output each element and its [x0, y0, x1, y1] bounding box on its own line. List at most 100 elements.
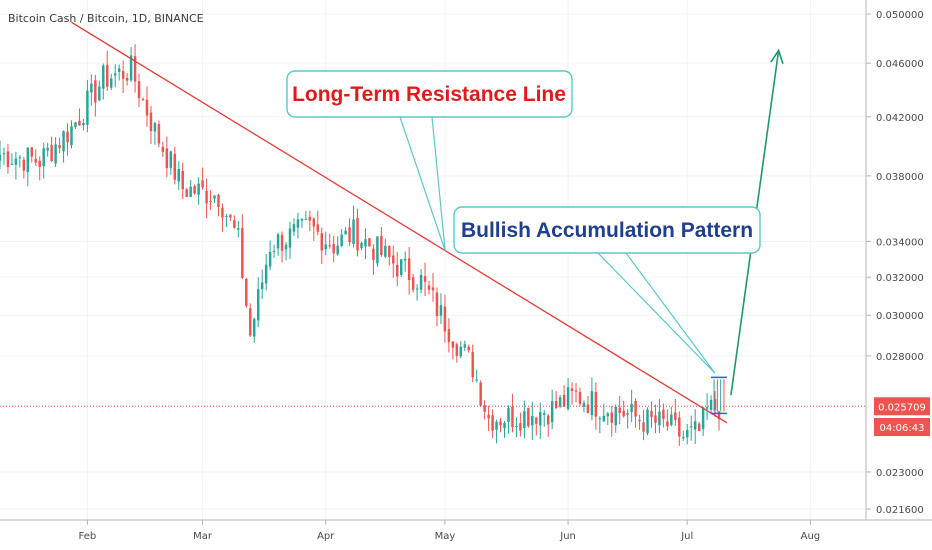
candle — [213, 195, 216, 204]
candle-body — [26, 147, 30, 172]
candle — [646, 407, 649, 436]
candle-body — [459, 346, 463, 357]
candle — [42, 142, 45, 179]
candle-body — [455, 344, 459, 356]
resistance-line[interactable] — [71, 21, 728, 424]
candle — [364, 228, 367, 260]
candle — [558, 394, 562, 409]
candle — [701, 407, 705, 436]
candle — [304, 210, 308, 220]
candle — [22, 156, 26, 179]
candle — [566, 378, 570, 411]
candle — [392, 245, 395, 278]
candle-body — [352, 219, 355, 244]
candle-body — [439, 305, 443, 316]
candle — [249, 303, 252, 338]
candle-body — [133, 56, 137, 82]
candle — [503, 421, 506, 438]
candle-body — [165, 148, 169, 169]
candle-body — [535, 417, 538, 424]
price-axis[interactable]: 0.050000 0.046000 0.042000 0.038000 0.034000… — [865, 0, 930, 520]
candle-body — [542, 413, 546, 415]
candle-body — [622, 410, 625, 417]
candle-body — [523, 411, 526, 428]
candle — [149, 105, 153, 144]
candle-body — [415, 288, 419, 290]
candle-body — [177, 168, 180, 182]
candle — [658, 399, 661, 433]
candle — [82, 118, 85, 131]
candle-body — [109, 78, 113, 88]
candle-body — [221, 207, 224, 218]
candle — [630, 389, 633, 423]
candle-body — [376, 236, 379, 264]
candle — [113, 64, 117, 88]
resistance-callout-box[interactable] — [286, 70, 573, 118]
candle — [205, 178, 208, 219]
countdown-label: 04:06:43 — [880, 423, 925, 434]
candle-body — [586, 404, 590, 414]
candle — [106, 50, 109, 91]
candle — [495, 419, 498, 444]
candles — [0, 44, 721, 446]
candle — [276, 232, 280, 256]
candle-body — [630, 403, 633, 413]
candle — [46, 142, 49, 157]
candle — [288, 221, 292, 259]
candle-body — [161, 146, 165, 152]
candle-body — [308, 216, 312, 221]
accumulation-box[interactable] — [711, 376, 727, 415]
candle-body — [554, 401, 558, 408]
candle-body — [666, 421, 669, 427]
candle-body — [483, 405, 486, 412]
candle-body — [320, 233, 324, 251]
candle — [634, 398, 637, 428]
candle — [169, 150, 173, 175]
candle-body — [674, 412, 677, 420]
candle-body — [264, 264, 268, 284]
candle — [693, 409, 697, 445]
candle — [173, 146, 177, 185]
symbol-title: Bitcoin Cash / Bitcoin, 1D, BINANCE — [8, 12, 204, 25]
candle-body — [598, 418, 602, 420]
candle — [141, 97, 145, 102]
price-tick-label: 0.028000 — [876, 352, 924, 363]
candle-body — [431, 287, 435, 291]
candle-body — [312, 218, 316, 227]
candle-body — [296, 219, 300, 228]
candle — [201, 167, 204, 190]
candle-body — [141, 98, 145, 100]
candle — [352, 205, 355, 248]
candle-body — [531, 415, 534, 426]
accumulation-callout-box[interactable] — [453, 206, 761, 254]
candle — [542, 409, 546, 427]
candle-body — [388, 245, 391, 258]
candle-body — [610, 412, 613, 423]
candle — [133, 44, 137, 93]
candle-body — [443, 306, 447, 332]
candle-body — [324, 244, 327, 250]
candle-body — [650, 410, 653, 418]
candle-body — [602, 415, 606, 422]
candle — [336, 236, 339, 256]
time-axis[interactable]: Feb Mar Apr May Jun Jul Aug — [0, 519, 932, 542]
candle-body — [42, 148, 45, 167]
candle-body — [399, 259, 403, 275]
candle-body — [574, 390, 578, 392]
candle — [217, 193, 220, 217]
price-axis-ticks: 0.050000 0.046000 0.042000 0.038000 0.034000… — [866, 10, 924, 516]
candle — [284, 241, 288, 261]
candle — [185, 187, 188, 197]
candle-body — [562, 394, 566, 407]
candle — [423, 262, 427, 297]
candle — [153, 121, 157, 145]
candle-body — [471, 351, 474, 378]
time-tick-label: Jun — [559, 531, 576, 542]
candle-body — [487, 414, 490, 419]
resistance-callout-pointer — [399, 116, 446, 251]
candle-body — [328, 245, 331, 247]
candle — [626, 408, 629, 429]
accumulation-callout-pointer — [597, 252, 716, 374]
candle-body — [169, 151, 173, 168]
